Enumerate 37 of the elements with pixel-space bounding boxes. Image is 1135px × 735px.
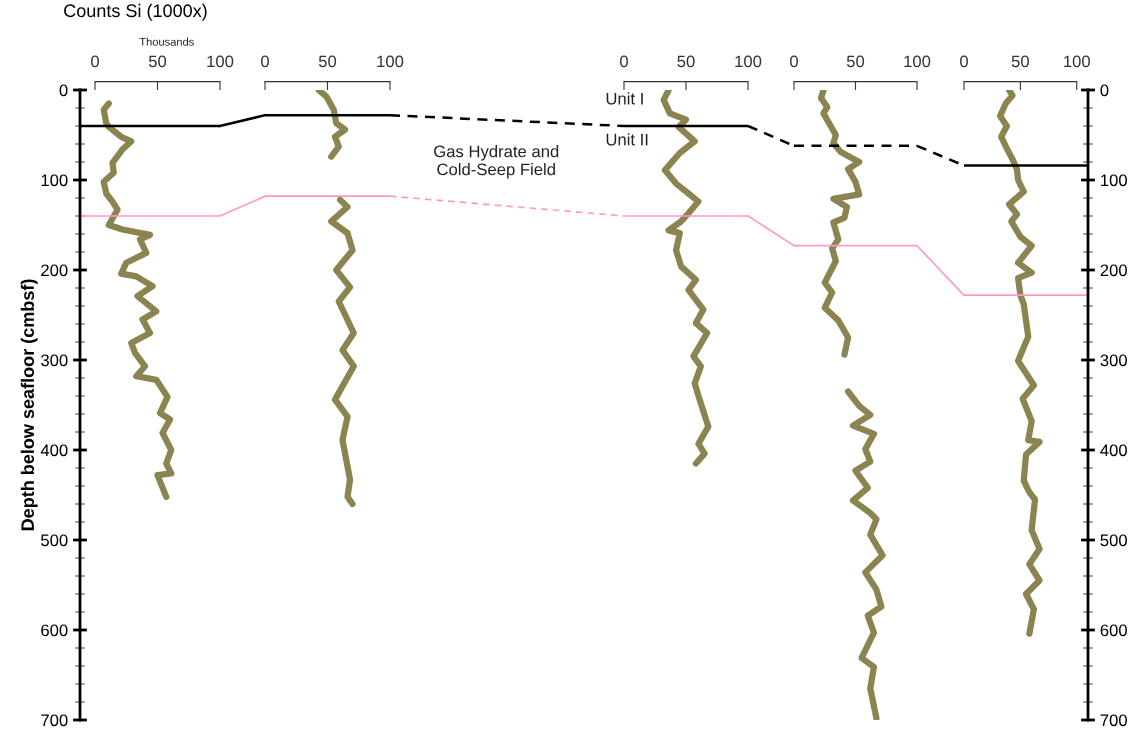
y-tick-label: 0 xyxy=(59,84,68,97)
x-tick-label: 100 xyxy=(207,55,234,68)
x-tick-label: 100 xyxy=(377,55,404,68)
x-tick-label: 50 xyxy=(148,55,167,68)
y-tick-label: 400 xyxy=(40,444,68,457)
y-tick-label: 200 xyxy=(41,264,68,277)
text: Thousands xyxy=(139,37,194,46)
y-tick-label: 100 xyxy=(41,174,68,187)
x-tick-label: 0 xyxy=(91,55,99,68)
text: Gas Hydrate and Cold-Seep Field xyxy=(434,145,559,179)
y-tick-label: 400 xyxy=(1100,444,1127,457)
y-tick-label: 600 xyxy=(41,624,68,637)
annotation: Unit II xyxy=(606,133,648,146)
x-tick-label: 0 xyxy=(960,55,968,68)
y-tick-label: 200 xyxy=(1100,264,1127,277)
x-tick-label: 0 xyxy=(261,55,269,68)
y-tick-label: 600 xyxy=(1100,624,1127,637)
y-tick-label: 500 xyxy=(1100,534,1127,547)
x-tick-label: 50 xyxy=(1011,55,1029,68)
y-tick-label: 500 xyxy=(41,534,68,547)
x-tick-label: 0 xyxy=(790,55,798,68)
y-tick-label: 700 xyxy=(1100,714,1127,727)
x-tick-label: 50 xyxy=(318,55,337,68)
x-tick-label: 50 xyxy=(846,55,865,68)
x-axis-title: Counts Si (1000x) xyxy=(64,3,207,21)
y-tick-label: 100 xyxy=(1101,174,1127,187)
y-tick-label: 700 xyxy=(41,714,68,727)
x-tick-label: 0 xyxy=(620,55,628,68)
x-tick-label: 100 xyxy=(735,55,762,68)
x-tick-label: 50 xyxy=(677,55,695,68)
x-tick-label: 100 xyxy=(1064,55,1090,68)
y-tick-label: 300 xyxy=(41,354,68,367)
x-tick-label: 100 xyxy=(904,55,931,68)
annotation: Unit I xyxy=(606,92,643,105)
y-tick-label: 0 xyxy=(1100,84,1109,97)
y-tick-label: 300 xyxy=(1100,354,1127,367)
y-axis-title: Depth below seafloor (cmbsf) xyxy=(20,279,38,531)
